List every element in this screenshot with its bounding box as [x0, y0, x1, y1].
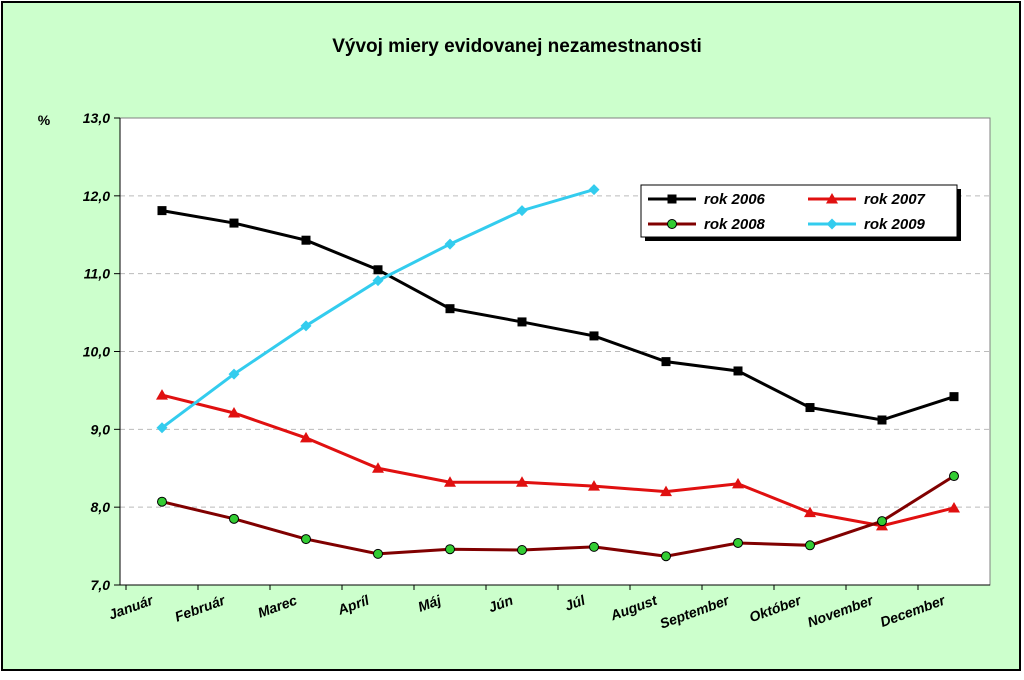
marker [826, 218, 838, 230]
marker [372, 275, 384, 287]
marker [373, 265, 383, 275]
y-tick-label: 10,0 [83, 344, 110, 360]
y-tick-label: 7,0 [91, 577, 111, 593]
legend-label: rok 2007 [864, 191, 926, 208]
marker [445, 544, 455, 555]
marker [588, 480, 600, 491]
marker [949, 471, 959, 482]
marker [517, 317, 527, 327]
marker [301, 534, 311, 545]
marker [826, 193, 838, 204]
y-axis-label: % [38, 112, 51, 128]
marker [372, 462, 384, 473]
y-tick-label: 9,0 [91, 421, 111, 437]
x-tick-label: Júl [563, 591, 589, 613]
y-tick-label: 8,0 [91, 499, 111, 515]
y-tick-label: 11,0 [84, 266, 110, 282]
chart-title: Vývoj miery evidovanej nezamestnanosti [332, 36, 702, 57]
marker [517, 544, 527, 555]
marker [373, 548, 383, 559]
marker [589, 541, 599, 552]
marker [805, 540, 815, 551]
marker [667, 194, 677, 204]
legend: rok 2006 rok 2007 rok 2008 rok 2009 [640, 184, 961, 241]
marker [445, 304, 455, 314]
legend-label: rok 2006 [704, 191, 766, 208]
marker [300, 320, 312, 332]
y-tick-label: 12,0 [83, 188, 110, 204]
marker [877, 516, 887, 527]
x-tick-label: Jún [486, 592, 515, 616]
marker [667, 219, 677, 229]
marker [156, 422, 168, 434]
marker [516, 476, 528, 487]
marker [804, 506, 816, 518]
legend-shadow [957, 189, 961, 241]
legend-box [640, 184, 958, 238]
y-tick-label: 13,0 [83, 110, 110, 126]
marker [589, 331, 599, 341]
marker [805, 403, 815, 413]
marker [661, 551, 671, 562]
marker [949, 392, 959, 402]
marker [229, 218, 239, 228]
series-line [161, 474, 955, 558]
marker [733, 537, 743, 548]
marker [300, 431, 312, 443]
legend-label: rok 2009 [864, 216, 926, 233]
marker [156, 389, 168, 400]
marker [444, 238, 456, 250]
marker [301, 235, 311, 245]
marker [661, 357, 671, 367]
marker [948, 501, 960, 513]
legend-label: rok 2008 [704, 216, 766, 233]
marker [157, 496, 167, 507]
marker [660, 485, 672, 497]
series-line [161, 209, 955, 422]
marker [157, 206, 167, 216]
marker [732, 477, 744, 489]
marker [877, 415, 887, 425]
marker [516, 205, 528, 217]
marker [229, 513, 239, 524]
marker [228, 406, 240, 418]
marker [588, 184, 600, 196]
marker [444, 476, 456, 487]
x-tick-label: Máj [416, 591, 444, 614]
legend-shadow [645, 237, 961, 241]
series-line [161, 393, 955, 528]
marker [733, 366, 743, 376]
marker [228, 368, 240, 380]
